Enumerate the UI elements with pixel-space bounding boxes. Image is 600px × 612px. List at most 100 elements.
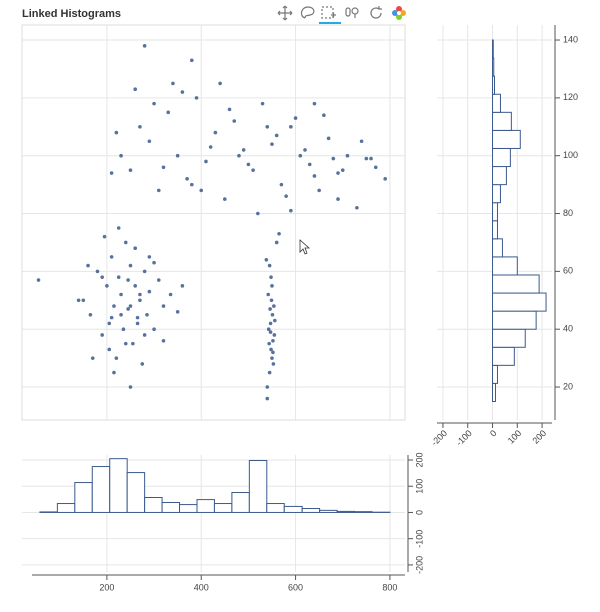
- scatter-point: [251, 168, 255, 172]
- box-select-tool[interactable]: [319, 6, 341, 24]
- scatter-point: [355, 205, 359, 210]
- scatter-point: [152, 101, 156, 106]
- scatter-point: [345, 153, 350, 158]
- scatter-point: [114, 130, 119, 135]
- scatter-point: [312, 101, 317, 106]
- histogram-bar: [492, 111, 512, 131]
- scatter-point: [126, 307, 130, 311]
- scatter-point: [241, 148, 246, 152]
- scatter-point: [175, 310, 180, 314]
- scatter-point: [268, 307, 272, 311]
- scatter-point: [123, 341, 128, 346]
- scatter-point: [269, 347, 273, 352]
- histogram-bar: [492, 364, 498, 384]
- scatter-point: [265, 385, 270, 389]
- scatter-point: [90, 356, 95, 360]
- scatter-point: [116, 226, 121, 230]
- y-tick-label: 120: [563, 92, 578, 102]
- y-tick-label: 80: [563, 208, 573, 218]
- scatter-point: [265, 396, 270, 401]
- scatter-point: [266, 327, 271, 332]
- scatter-point: [105, 284, 109, 288]
- y-tick-label: 100: [414, 479, 424, 494]
- histogram-bar: [196, 499, 215, 513]
- scatter-point: [121, 327, 126, 332]
- scatter-point: [270, 356, 274, 360]
- scatter-point: [268, 330, 273, 334]
- scatter-point: [152, 260, 156, 265]
- histogram-bar: [492, 220, 498, 240]
- scatter-point: [317, 188, 321, 193]
- scatter-point: [185, 177, 189, 181]
- histogram-bar: [283, 505, 303, 513]
- x-tick-label: 200: [99, 582, 114, 592]
- scatter-point: [383, 177, 387, 181]
- scatter-point: [161, 165, 166, 170]
- scatter-point: [131, 341, 135, 346]
- scatter-point: [340, 168, 345, 172]
- scatter-point: [273, 318, 277, 323]
- scatter-point: [256, 211, 260, 216]
- scatter-point: [102, 234, 107, 239]
- scatter-point: [114, 356, 119, 360]
- scatter-point: [246, 162, 251, 167]
- histogram-bar: [492, 328, 526, 348]
- chart-title: Linked Histograms: [22, 8, 121, 20]
- scatter-point: [336, 197, 340, 201]
- scatter-point: [142, 333, 147, 337]
- scatter-point: [168, 292, 173, 297]
- histogram-bar: [301, 508, 321, 513]
- scatter-point: [119, 153, 123, 158]
- scatter-point: [142, 44, 147, 48]
- scatter-point: [100, 275, 104, 279]
- histogram-bar: [109, 458, 128, 513]
- scatter-point: [298, 153, 303, 158]
- scatter-point: [152, 327, 156, 332]
- histogram-bar: [231, 492, 250, 513]
- scatter-point: [272, 304, 276, 308]
- pan-tool[interactable]: [277, 5, 293, 21]
- x-tick-label: 800: [382, 582, 397, 592]
- scatter-point: [100, 333, 104, 337]
- histogram-bar: [492, 202, 498, 222]
- scatter-point: [166, 110, 171, 115]
- wheel-zoom-tool[interactable]: [345, 7, 359, 18]
- scatter-point: [86, 263, 90, 268]
- histogram-bar: [492, 39, 494, 59]
- scatter-point: [213, 130, 218, 135]
- scatter-point: [359, 139, 364, 144]
- bokeh-logo[interactable]: [392, 6, 406, 20]
- scatter-point: [293, 116, 298, 120]
- histogram-bar: [213, 503, 233, 513]
- scatter-point: [119, 292, 123, 297]
- scatter-point: [364, 156, 369, 161]
- scatter-point: [171, 81, 175, 86]
- scatter-point: [107, 321, 112, 326]
- scatter-point: [180, 90, 185, 94]
- reset-tool[interactable]: [370, 6, 382, 19]
- scatter-point: [138, 298, 142, 303]
- scatter-point: [270, 284, 274, 288]
- scatter-point: [277, 231, 281, 236]
- histogram-bar: [492, 292, 547, 312]
- scatter-point: [269, 298, 274, 303]
- scatter-point: [331, 156, 336, 161]
- y-tick-label: 100: [563, 150, 578, 160]
- scatter-point: [274, 240, 279, 245]
- scatter-point: [128, 304, 133, 308]
- scatter-point: [190, 58, 194, 63]
- scatter-point: [312, 174, 317, 178]
- scatter-point: [271, 362, 276, 366]
- x-tick-label: 0: [488, 428, 499, 439]
- y-tick-label: 140: [563, 34, 578, 44]
- scatter-point: [128, 385, 133, 389]
- scatter-point: [271, 350, 275, 355]
- scatter-point: [180, 284, 185, 288]
- plot-frame: [21, 24, 406, 421]
- scatter-point: [336, 171, 340, 175]
- lasso-tool[interactable]: [300, 6, 315, 19]
- scatter-point: [190, 182, 194, 187]
- scatter-point: [326, 136, 331, 141]
- scatter-point: [175, 153, 180, 158]
